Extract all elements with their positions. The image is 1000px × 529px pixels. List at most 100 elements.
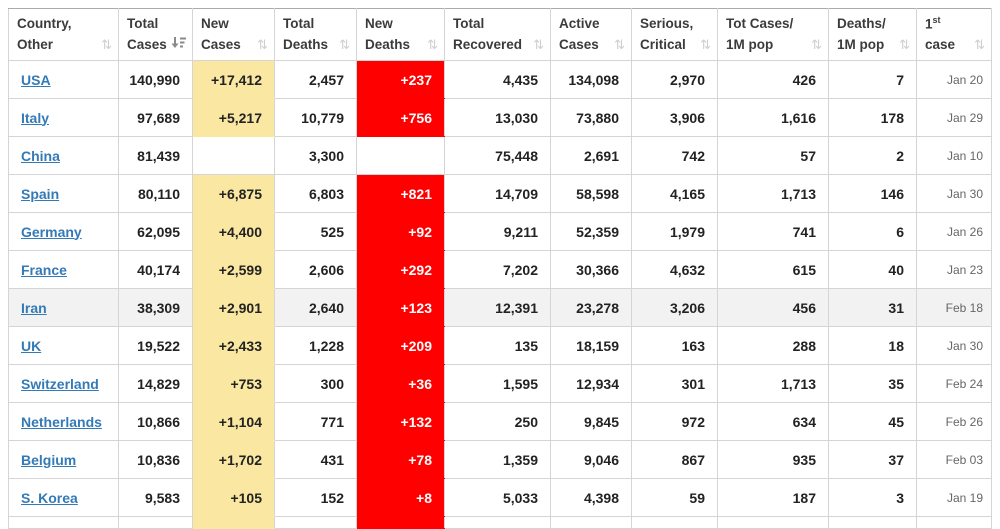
total_deaths-cell: 300 — [274, 364, 357, 403]
total_recovered-cell: 13,030 — [444, 98, 551, 137]
column-header-serious_critical[interactable]: Serious, Critical ⇅ — [631, 8, 718, 61]
total_recovered-cell: 7,202 — [444, 250, 551, 289]
new_deaths-cell: +292 — [356, 250, 445, 289]
new_deaths-cell: +123 — [356, 288, 445, 327]
deaths_per_1m-cell: 2 — [828, 136, 917, 175]
country-link[interactable]: Netherlands — [21, 413, 102, 430]
country-link[interactable]: China — [21, 147, 60, 164]
table-row: Germany 62,095 +4,400 525 +92 9,211 52,359 1,97… — [8, 212, 992, 251]
total_deaths-cell: 431 — [274, 440, 357, 479]
column-label-line1: Serious, — [640, 16, 694, 32]
country-cell: UK — [8, 326, 119, 365]
new_cases-cell: +105 — [192, 478, 275, 517]
column-label-line2: Cases — [559, 36, 599, 52]
column-header-first_case[interactable]: 1st case ⇅ — [916, 8, 992, 61]
column-label-line2: Cases — [127, 36, 167, 52]
country-link[interactable]: Iran — [21, 299, 47, 316]
new_deaths-cell: +92 — [356, 212, 445, 251]
total_cases-cell: 62,095 — [118, 212, 193, 251]
covid-stats-table: Country, Other ⇅ Total Cases New Cases ⇅ Total De… — [8, 8, 992, 529]
cases_per_1m-cell: 1,713 — [717, 364, 829, 403]
total_deaths-cell: 525 — [274, 212, 357, 251]
country-cell: USA — [8, 60, 119, 99]
cases_per_1m-cell: 741 — [717, 212, 829, 251]
column-label-line2: 1M pop — [726, 36, 774, 52]
column-header-cases_per_1m[interactable]: Tot Cases/1M pop ⇅ — [717, 8, 829, 61]
total_recovered-cell: 1,359 — [444, 440, 551, 479]
column-header-new_deaths[interactable]: New Deaths ⇅ — [356, 8, 445, 61]
column-header-total_deaths[interactable]: Total Deaths ⇅ — [274, 8, 357, 61]
country-link[interactable]: Germany — [21, 223, 82, 240]
sort-both-icon: ⇅ — [811, 37, 822, 52]
cases_per_1m-cell: 456 — [717, 288, 829, 327]
first_case-cell: Jan 30 — [916, 326, 992, 365]
serious_critical-cell: 301 — [631, 364, 718, 403]
column-header-total_recovered[interactable]: Total Recovered ⇅ — [444, 8, 551, 61]
cases_per_1m-cell: 634 — [717, 402, 829, 441]
serious_critical-cell: 4,165 — [631, 174, 718, 213]
new_cases-cell: +1,104 — [192, 402, 275, 441]
serious_critical-cell: 742 — [631, 136, 718, 175]
column-label-line1: Total — [453, 16, 485, 32]
active_cases-cell: 2,691 — [550, 136, 632, 175]
covid-stats-page: Country, Other ⇅ Total Cases New Cases ⇅ Total De… — [8, 8, 992, 529]
total_cases-cell: 40,174 — [118, 250, 193, 289]
active_cases-cell: 134,098 — [550, 60, 632, 99]
total_deaths-cell: 771 — [274, 402, 357, 441]
country-link[interactable]: Belgium — [21, 451, 77, 468]
total_cases-cell: 81,439 — [118, 136, 193, 175]
country-link[interactable]: Italy — [21, 109, 50, 126]
country-link[interactable]: USA — [21, 71, 51, 88]
country-cell: Belgium — [8, 440, 119, 479]
column-label-line1: 1 — [925, 16, 933, 32]
total_deaths-cell: 2,457 — [274, 60, 357, 99]
total_recovered-cell: 14,709 — [444, 174, 551, 213]
column-header-country[interactable]: Country, Other ⇅ — [8, 8, 119, 61]
new_cases-cell: +17,412 — [192, 60, 275, 99]
total_deaths-cell: 6,803 — [274, 174, 357, 213]
deaths_per_1m-cell: 7 — [828, 60, 917, 99]
country-cell: S. Korea — [8, 478, 119, 517]
first_case-cell: Jan 10 — [916, 136, 992, 175]
column-header-deaths_per_1m[interactable]: Deaths/1M pop ⇅ — [828, 8, 917, 61]
first_case-cell: Jan 19 — [916, 478, 992, 517]
total_recovered-cell: 9,211 — [444, 212, 551, 251]
sort-both-icon: ⇅ — [533, 37, 544, 52]
country-link[interactable]: Spain — [21, 185, 60, 202]
country-link[interactable]: France — [21, 261, 67, 278]
sort-both-icon: ⇅ — [974, 37, 985, 52]
new_cases-cell: +4,400 — [192, 212, 275, 251]
total_recovered-cell: 75,448 — [444, 136, 551, 175]
column-label-line2: 1M pop — [837, 36, 885, 52]
table-row: Switzerland 14,829 +753 300 +36 1,595 12,934 30… — [8, 364, 992, 403]
active_cases-cell: 9,046 — [550, 440, 632, 479]
country-link[interactable]: UK — [21, 337, 42, 354]
country-link[interactable]: Switzerland — [21, 375, 99, 392]
column-header-active_cases[interactable]: Active Cases ⇅ — [550, 8, 632, 61]
serious_critical-cell: 4,632 — [631, 250, 718, 289]
new_deaths-cell: +78 — [356, 440, 445, 479]
new_cases-cell: +5,217 — [192, 98, 275, 137]
table-row: UK 19,522 +2,433 1,228 +209 135 18,159 163 288 18… — [8, 326, 992, 365]
total_cases-cell: 9,583 — [118, 478, 193, 517]
active_cases-cell: 52,359 — [550, 212, 632, 251]
column-header-new_cases[interactable]: New Cases ⇅ — [192, 8, 275, 61]
table-row: France 40,174 +2,599 2,606 +292 7,202 30,366 4,… — [8, 250, 992, 289]
column-label-line2: Recovered — [453, 36, 523, 52]
column-label-line2: Cases — [201, 36, 241, 52]
column-label-line1: Country, — [17, 16, 72, 32]
table-row: Belgium 10,836 +1,702 431 +78 1,359 9,046 867 93… — [8, 440, 992, 479]
deaths_per_1m-cell: 3 — [828, 478, 917, 517]
first_case-cell: Jan 29 — [916, 98, 992, 137]
country-link[interactable]: S. Korea — [21, 489, 78, 506]
new_deaths-cell: +237 — [356, 60, 445, 99]
column-label-line1: New — [201, 16, 229, 32]
column-label-line2: Deaths — [365, 36, 411, 52]
first_case-cell: Jan 23 — [916, 250, 992, 289]
column-label-line1: New — [365, 16, 393, 32]
column-header-total_cases[interactable]: Total Cases — [118, 8, 193, 61]
first_case-cell: Feb 18 — [916, 288, 992, 327]
deaths_per_1m-cell: 45 — [828, 402, 917, 441]
deaths_per_1m-cell: 40 — [828, 250, 917, 289]
new_deaths-cell: +209 — [356, 326, 445, 365]
